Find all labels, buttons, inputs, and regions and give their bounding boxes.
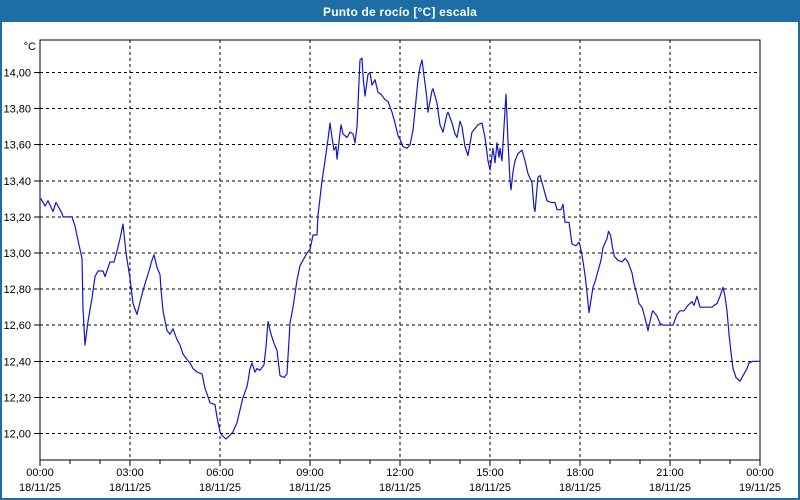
x-tick-time-label: 18:00 [566,467,594,479]
y-tick-label: 13,20 [3,212,31,224]
x-tick-time-label: 12:00 [386,467,414,479]
y-tick-label: 12,40 [3,356,31,368]
window-title: Punto de rocío [°C] escala [322,5,478,19]
dew-point-line-chart: 14,00 13,80 13,60 13,40 13,20 13,00 12,80 12,60… [3,39,781,494]
x-tick-time-label: 03:00 [116,467,144,479]
x-tick-date-label: 18/11/25 [469,482,511,494]
x-tick-date-label: 18/11/25 [649,482,691,494]
x-tick-date-label: 18/11/25 [289,482,331,494]
y-tick-label: 12,60 [3,320,31,332]
y-tick-label: 13,60 [3,140,31,152]
y-tick-label: 13,80 [3,104,31,116]
x-tick-time-label: 09:00 [296,467,324,479]
y-tick-label: 13,40 [3,176,31,188]
x-tick-date-label: 18/11/25 [379,482,421,494]
y-axis-unit-label: °C [24,41,36,53]
plot-frame [39,39,761,461]
x-tick-date-label: 18/11/25 [199,482,241,494]
x-tick-time-label: 00:00 [746,467,774,479]
y-tick-label: 12,00 [3,429,31,441]
dew-point-line [39,57,760,440]
y-tick-label: 13,00 [3,248,31,260]
x-tick-time-label: 06:00 [206,467,234,479]
x-tick-date-label: 18/11/25 [19,482,61,494]
y-tick-label: 14,00 [3,68,31,80]
x-tick-time-label: 21:00 [656,467,684,479]
x-tick-date-label: 19/11/25 [739,482,781,494]
x-tick-date-label: 18/11/25 [559,482,601,494]
chart-area: 14,00 13,80 13,60 13,40 13,20 13,00 12,80 12,60… [2,22,798,498]
x-tick-date-label: 18/11/25 [109,482,151,494]
titlebar: Punto de rocío [°C] escala [2,2,798,22]
y-tick-label: 12,80 [3,284,31,296]
x-tick-time-label: 00:00 [26,467,54,479]
x-tick-time-label: 15:00 [476,467,504,479]
y-tick-label: 12,20 [3,392,31,404]
